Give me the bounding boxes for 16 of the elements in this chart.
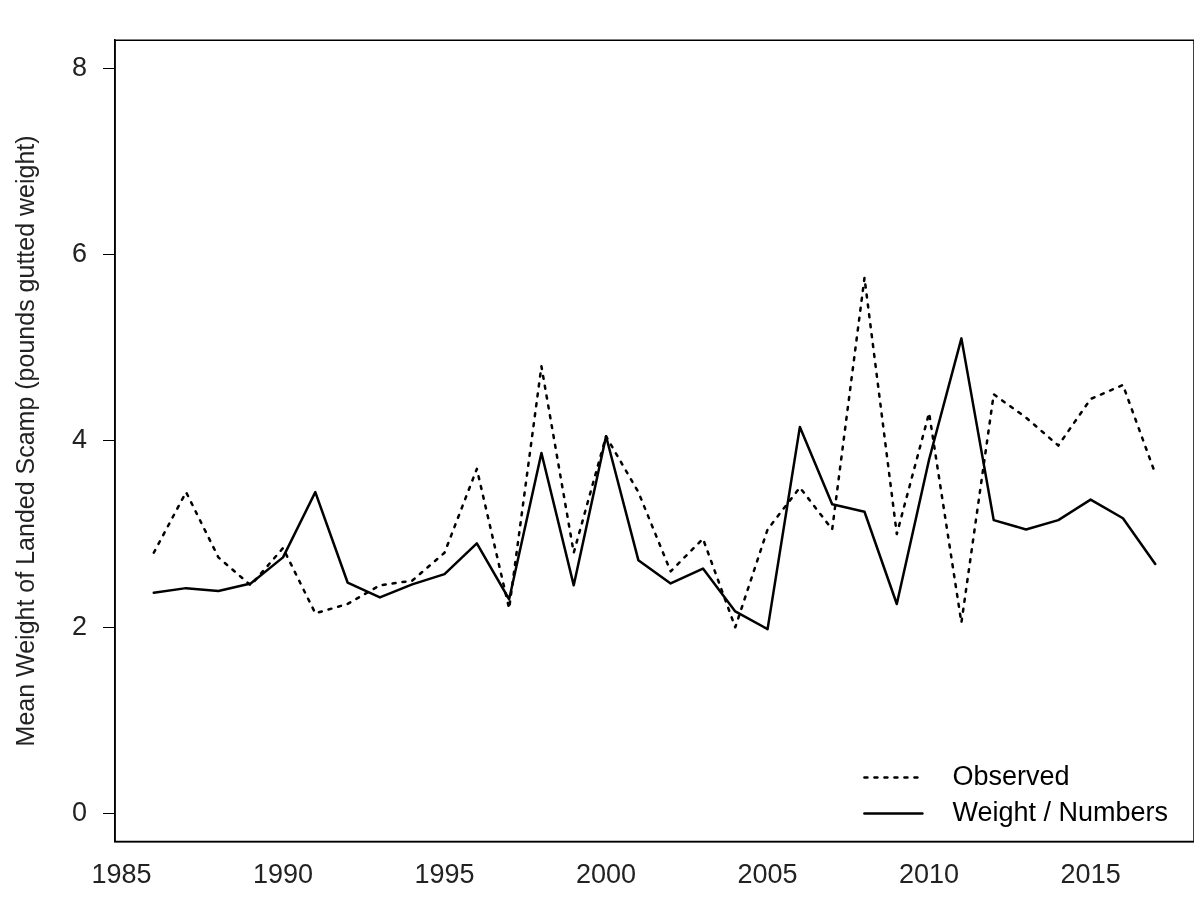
x-tick-label: 2015 bbox=[1060, 859, 1121, 890]
y-tick-label: 4 bbox=[71, 424, 88, 455]
x-tick-label: 2005 bbox=[737, 859, 798, 890]
legend-label: Weight / Numbers bbox=[952, 797, 1168, 828]
x-tick-label: 1985 bbox=[91, 859, 152, 890]
x-tick-label: 1990 bbox=[252, 859, 314, 890]
y-tick-label: 0 bbox=[71, 797, 88, 828]
legend-label: Observed bbox=[952, 761, 1070, 792]
x-tick-label: 1995 bbox=[414, 859, 475, 890]
y-tick-label: 6 bbox=[71, 237, 88, 268]
y-axis-title: Mean Weight of Landed Scamp (pounds gutted weight) bbox=[10, 135, 39, 747]
y-tick-label: 8 bbox=[71, 51, 88, 82]
line-series bbox=[152, 276, 1157, 629]
x-tick-label: 2010 bbox=[899, 859, 960, 890]
x-tick-label: 2000 bbox=[576, 859, 637, 890]
y-tick-label: 2 bbox=[71, 610, 88, 641]
